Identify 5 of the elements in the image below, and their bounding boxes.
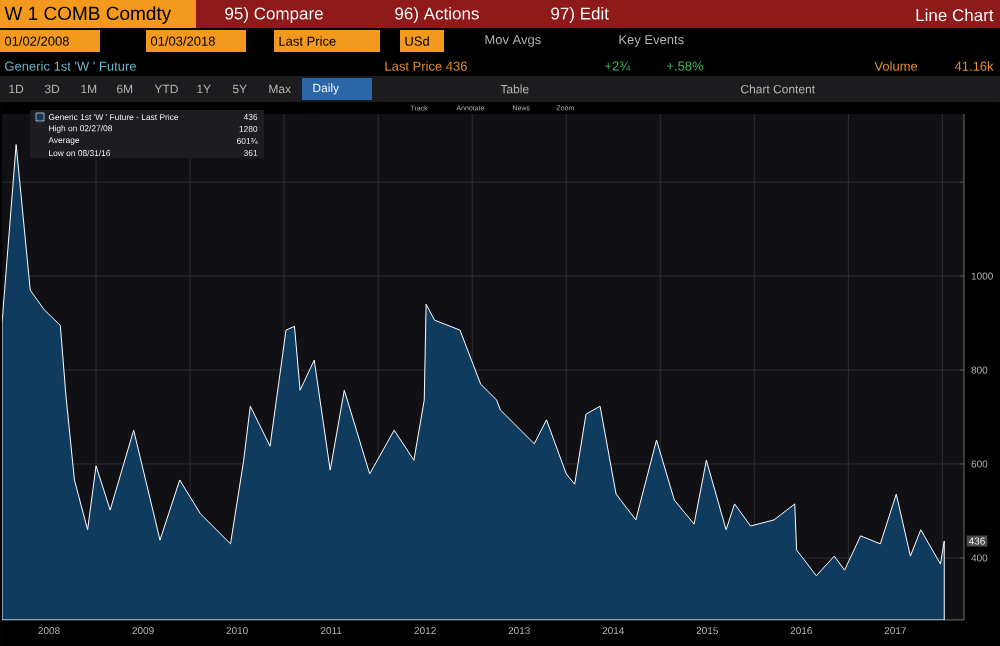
- text: 97) Edit: [551, 7, 609, 23]
- text: Line Chart: [916, 8, 994, 22]
- text: 96) Actions: [395, 7, 479, 23]
- text: 95) Compare: [225, 7, 323, 23]
- chart-title: W 1 COMB Comdty: [4, 6, 172, 24]
